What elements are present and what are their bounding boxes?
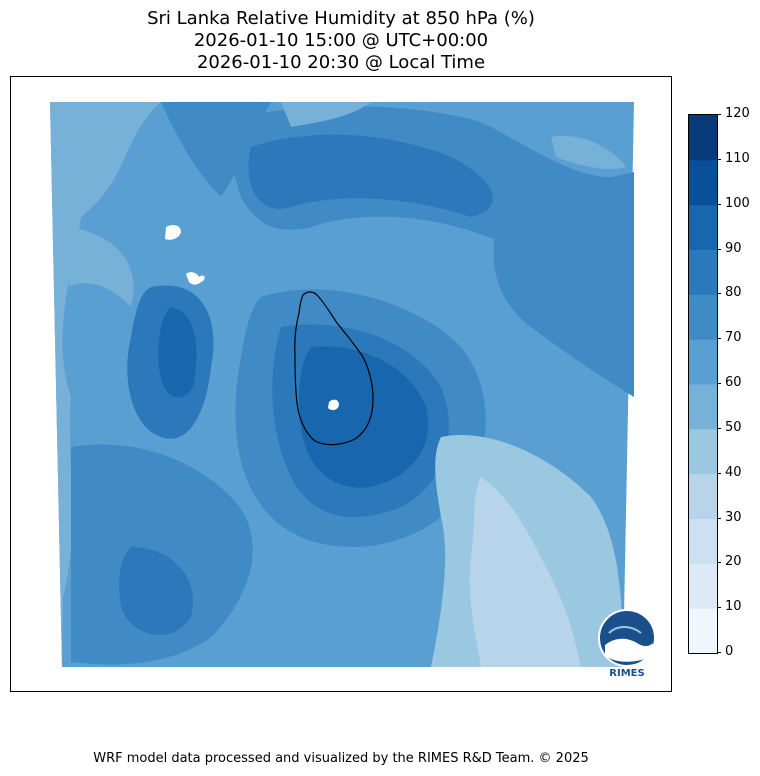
colorbar-tick-label: 10 <box>717 600 742 614</box>
title-line-variable: Sri Lanka Relative Humidity at 850 hPa (… <box>147 8 535 29</box>
colorbar-tick-label: 110 <box>717 151 750 166</box>
colorbar-segment <box>689 473 717 519</box>
colorbar-segment <box>689 518 717 564</box>
sri-lanka-coastline <box>294 291 374 446</box>
southwest-moist-core <box>119 547 193 636</box>
central-wettest-core <box>299 346 429 488</box>
colorbar-segment <box>689 159 717 206</box>
colorbar-gradient <box>689 115 717 653</box>
colorbar-segment <box>689 384 717 430</box>
colorbar-tick-label: 100 <box>717 196 750 211</box>
colorbar-segment <box>689 428 717 475</box>
colorbar-tick-label: 20 <box>717 555 742 569</box>
colorbar-segment <box>689 204 717 250</box>
colorbar <box>688 114 718 654</box>
colorbar-tick-label: 0 <box>717 645 733 659</box>
colorbar-tick-label: 40 <box>717 465 742 480</box>
colorbar-segment <box>689 115 717 161</box>
west-dry-band <box>50 102 161 667</box>
colorbar-segment <box>689 608 717 653</box>
colorbar-tick-label: 60 <box>717 376 742 390</box>
colorbar-segment <box>689 563 717 609</box>
colorbar-segment <box>689 294 717 340</box>
colorbar-tick-label: 120 <box>717 107 750 121</box>
map-frame: RIMES <box>10 76 672 692</box>
east-moist-region <box>493 187 634 397</box>
colorbar-tick-label: 90 <box>717 241 742 256</box>
west-moist-core <box>158 307 197 398</box>
colorbar-tick-label: 70 <box>717 331 742 345</box>
north-dry-streak <box>281 102 371 127</box>
logo-text: RIMES <box>609 668 644 679</box>
humidity-map: RIMES <box>50 102 656 679</box>
colorbar-segment <box>689 339 717 385</box>
footer-credit: WRF model data processed and visualized … <box>93 751 589 766</box>
title-line-utc-time: 2026-01-10 15:00 @ UTC+00:00 <box>193 30 489 51</box>
missing-data-patch <box>165 224 181 240</box>
west-dry-streak <box>69 227 134 307</box>
colorbar-tick-label: 50 <box>717 420 742 435</box>
colorbar-tick-label: 80 <box>717 286 742 300</box>
colorbar-segment <box>689 249 717 295</box>
north-wet-streak <box>161 102 271 197</box>
rimes-logo: RIMES <box>598 609 656 679</box>
colorbar-tick-label: 30 <box>717 510 742 525</box>
map-title: Sri Lanka Relative Humidity at 850 hPa (… <box>10 8 672 74</box>
colorbar-ticks: 0 10 20 30 40 50 60 70 80 90 100 110 120 <box>717 107 757 659</box>
northeast-dry-patch <box>551 136 626 169</box>
missing-data-patch <box>186 272 205 285</box>
north-wet-core <box>248 134 493 217</box>
title-line-local-time: 2026-01-10 20:30 @ Local Time <box>196 52 486 73</box>
southeast-driest-zone <box>469 477 581 667</box>
missing-data-patch <box>328 399 339 411</box>
